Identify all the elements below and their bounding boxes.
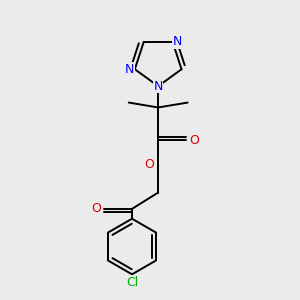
Text: N: N (173, 35, 182, 48)
Text: O: O (189, 134, 199, 147)
Text: O: O (91, 202, 101, 215)
Text: O: O (144, 158, 154, 171)
Text: Cl: Cl (126, 276, 138, 289)
Text: N: N (125, 63, 135, 76)
Text: N: N (154, 80, 163, 93)
